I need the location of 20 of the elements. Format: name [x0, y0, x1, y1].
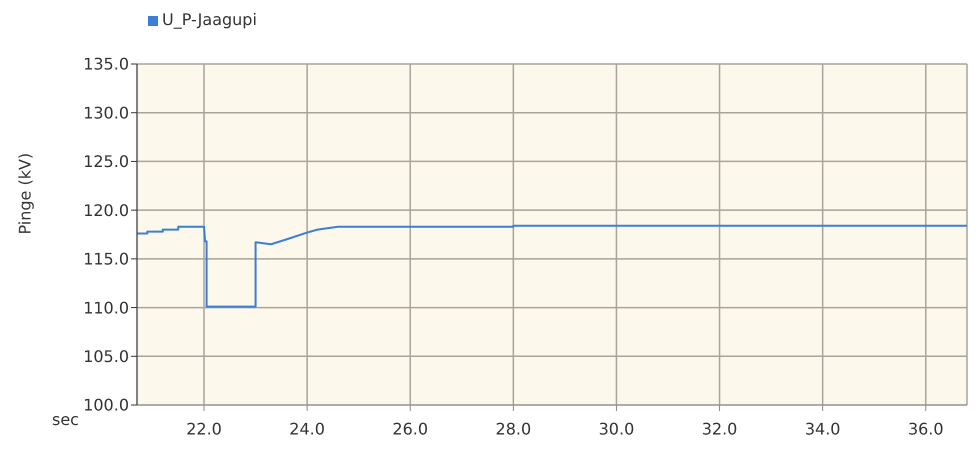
y-tick-label: 110.0	[83, 298, 129, 318]
y-tick-label: 105.0	[83, 346, 129, 366]
y-tick-label: 100.0	[83, 396, 129, 415]
y-tick-label: 120.0	[83, 200, 129, 220]
x-tick-label: 34.0	[804, 419, 840, 438]
x-tick-label: 32.0	[702, 419, 738, 438]
x-tick-label: 28.0	[496, 419, 532, 438]
y-tick-label: 115.0	[83, 250, 129, 269]
x-tick-label: 24.0	[289, 419, 325, 438]
y-tick-label: 130.0	[83, 103, 129, 122]
line-series	[137, 224, 967, 308]
y-tick-label: 135.0	[83, 54, 129, 74]
x-tick-label: 22.0	[186, 419, 222, 438]
x-tick-label: 26.0	[392, 419, 428, 438]
x-axis-title: sec	[52, 410, 79, 429]
x-tick-label: 30.0	[598, 419, 634, 438]
y-axis-title: Pinge (kV)	[16, 152, 35, 234]
x-tick-label: 36.0	[908, 419, 944, 438]
legend-label: U_P-Jaagupi	[162, 10, 257, 29]
y-tick-label: 125.0	[83, 152, 129, 172]
